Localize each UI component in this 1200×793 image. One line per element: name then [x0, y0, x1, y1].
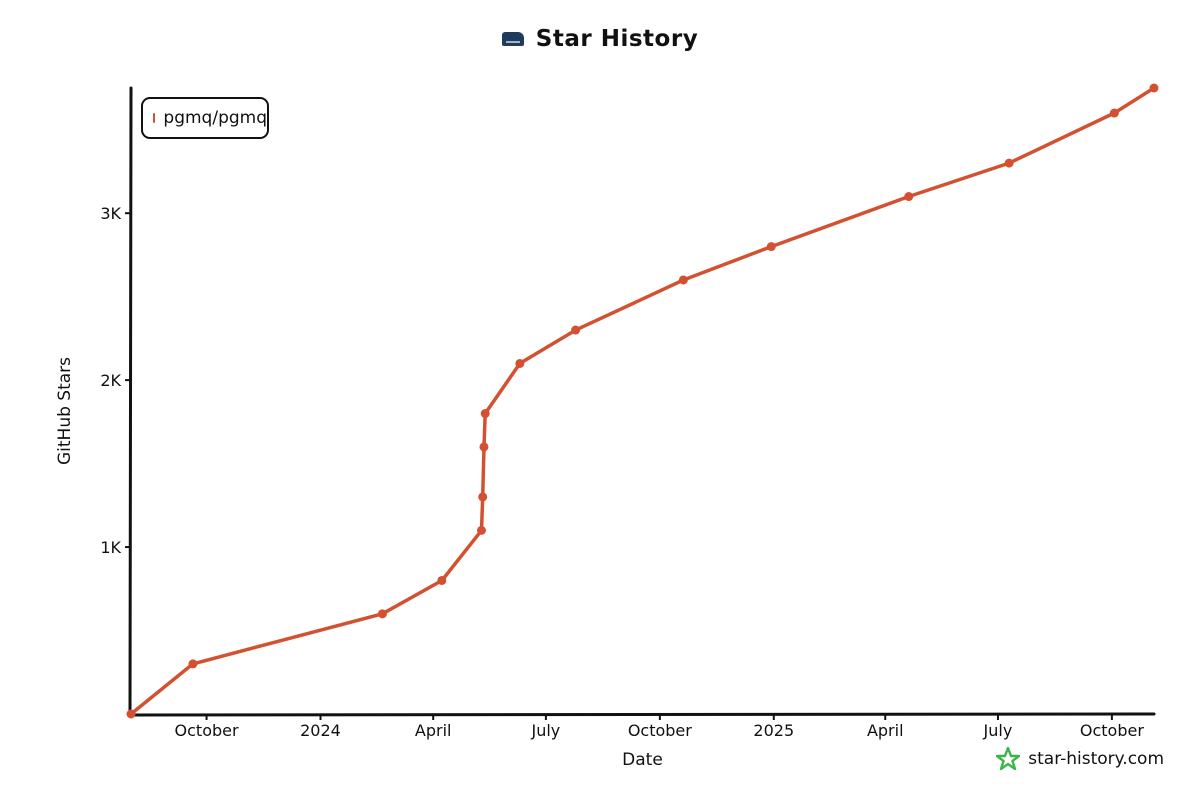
data-point	[480, 409, 490, 419]
y-axis-line	[128, 86, 133, 717]
y-tick-label: 2K	[100, 371, 121, 390]
footer-branding[interactable]: star-history.com	[996, 747, 1164, 771]
x-tick-label: 2025	[753, 721, 794, 740]
data-point	[571, 325, 581, 335]
data-point	[515, 358, 525, 368]
x-tick-label: April	[867, 721, 904, 740]
chart-title: Star History	[535, 26, 699, 52]
x-tick-label: July	[983, 721, 1013, 740]
legend-label: pgmq/pgmq	[163, 108, 267, 128]
data-point	[766, 242, 776, 252]
data-point	[476, 525, 486, 535]
chart-legend: pgmq/pgmq	[141, 97, 269, 139]
pgmq-logo-icon	[501, 32, 524, 46]
legend-swatch	[153, 113, 156, 123]
data-point	[678, 275, 688, 285]
x-tick-label: 2024	[300, 721, 341, 740]
series-line	[129, 86, 1156, 716]
data-point	[126, 709, 136, 719]
data-point	[1004, 158, 1014, 168]
x-tick-label: April	[415, 721, 452, 740]
x-tick-label: July	[531, 721, 561, 740]
y-tick-label: 1K	[100, 538, 121, 557]
data-point	[904, 192, 914, 202]
x-tick-label: October	[175, 721, 239, 740]
x-tick-label: October	[628, 721, 692, 740]
data-point	[1109, 108, 1119, 118]
data-point	[479, 442, 489, 452]
y-axis-label: GitHub Stars	[55, 357, 75, 465]
x-tick-label: October	[1080, 721, 1144, 740]
star-history-logo-icon	[996, 747, 1021, 771]
data-point	[377, 609, 387, 619]
data-point	[1149, 83, 1159, 93]
data-point	[437, 575, 447, 585]
x-axis-label: Date	[622, 750, 663, 770]
chart-header: Star History	[0, 26, 1200, 52]
x-axis-line	[128, 712, 1156, 717]
footer-site-label: star-history.com	[1028, 749, 1164, 769]
y-tick-label: 3K	[100, 204, 121, 223]
data-point	[478, 492, 488, 502]
data-point	[188, 659, 198, 669]
